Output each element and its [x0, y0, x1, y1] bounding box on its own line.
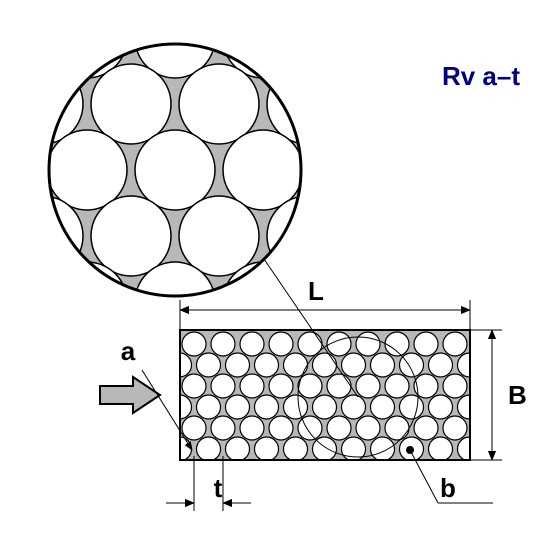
- label-a: a: [121, 336, 136, 366]
- label-b: b: [440, 473, 456, 503]
- dim-B-label: B: [508, 380, 527, 410]
- title-label: Rv a–t: [442, 61, 520, 91]
- direction-arrow: [100, 377, 160, 413]
- dim-t-label: t: [214, 473, 223, 503]
- dim-L-label: L: [308, 276, 324, 306]
